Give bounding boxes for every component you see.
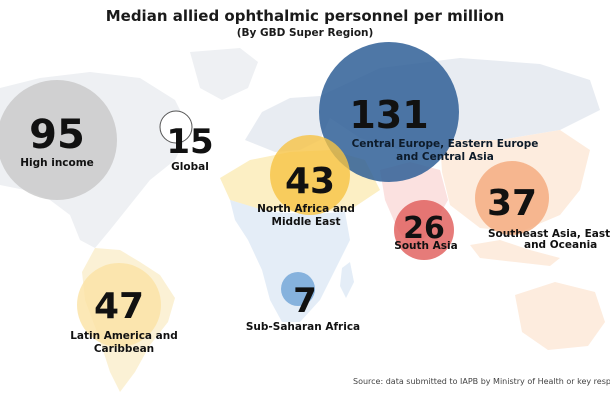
- region-label-high-income: High income: [20, 157, 94, 169]
- value-label-sub-saharan: 7: [293, 281, 317, 321]
- value-label-southeast-asia: 37: [487, 183, 537, 224]
- map-madagascar: [340, 262, 354, 298]
- region-label-north-africa: Middle East: [272, 216, 341, 228]
- region-label-north-africa: North Africa and: [257, 203, 355, 215]
- value-label-north-africa: 43: [285, 161, 335, 202]
- region-label-latin-america: Latin America and: [70, 330, 178, 342]
- value-label-high-income: 95: [29, 112, 85, 158]
- source-note: Source: data submitted to IAPB by Minist…: [353, 377, 610, 386]
- value-label-central-europe: 131: [349, 93, 428, 137]
- value-label-global: 15: [166, 122, 213, 162]
- region-label-central-europe: and Central Asia: [396, 151, 494, 163]
- region-label-latin-america: Caribbean: [94, 343, 154, 355]
- value-label-latin-america: 47: [94, 286, 144, 327]
- region-label-global: Global: [171, 161, 209, 173]
- region-label-south-asia: South Asia: [394, 240, 457, 252]
- map-australia: [515, 282, 605, 350]
- map-greenland: [190, 48, 258, 100]
- bubble-map: 95High income 15Global 131Central Europe, …: [0, 0, 610, 400]
- region-label-southeast-asia: and Oceania: [524, 239, 597, 251]
- region-label-central-europe: Central Europe, Eastern Europe: [352, 138, 539, 150]
- region-label-sub-saharan: Sub-Saharan Africa: [246, 321, 360, 333]
